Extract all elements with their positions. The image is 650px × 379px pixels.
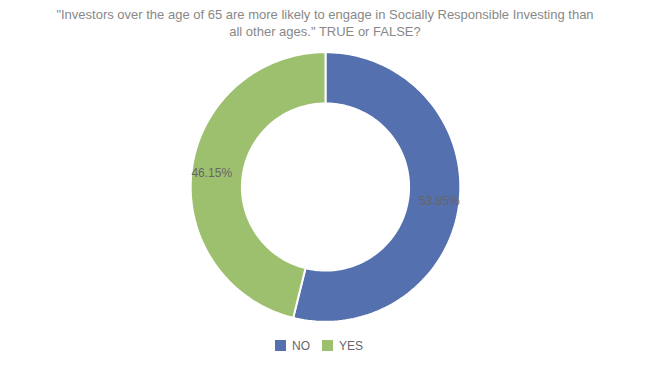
html-text:NO: NO	[292, 338, 310, 353]
svg-text:53.85%: 53.85%	[419, 194, 460, 208]
svg-text:46.15%: 46.15%	[191, 166, 232, 180]
html-text:"Investors over the age of 65: "Investors over the age of 65 are more l…	[56, 7, 594, 39]
html-text:YES: YES	[339, 338, 363, 353]
